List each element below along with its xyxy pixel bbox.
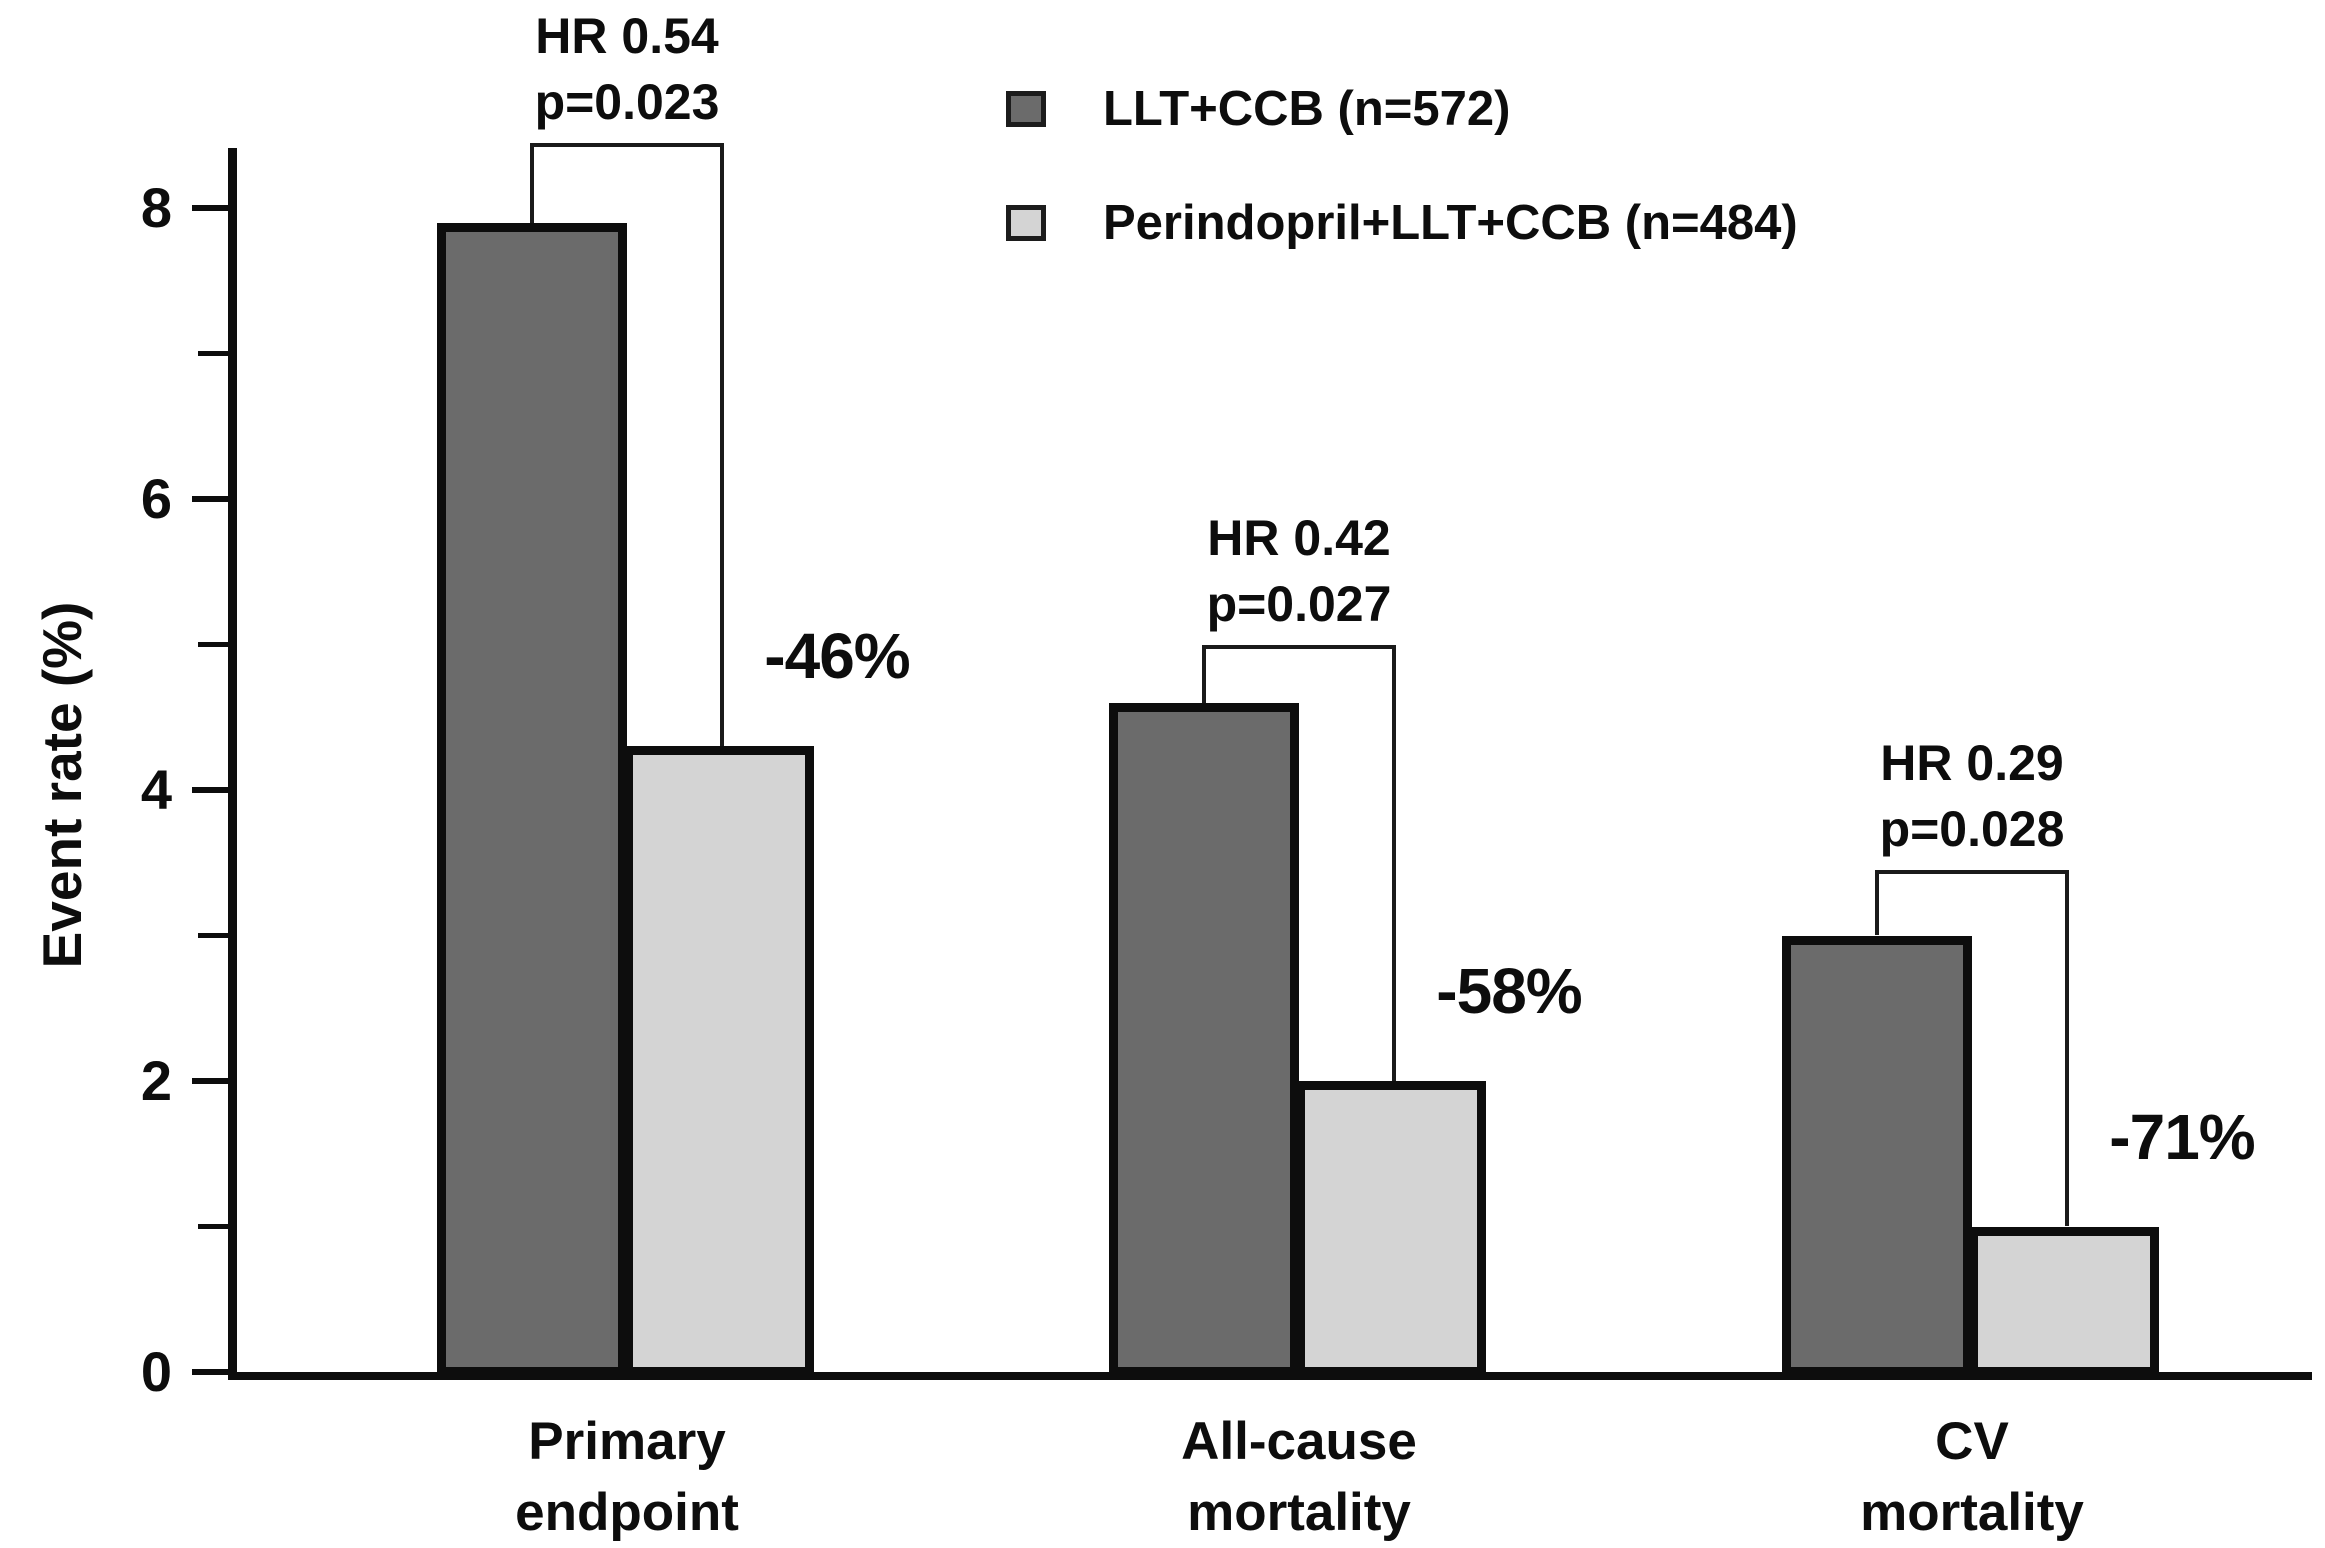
- y-minor-tick: [198, 641, 228, 647]
- bar-llt-ccb-n-572-: [1109, 702, 1299, 1376]
- category-label: All-cause mortality: [1181, 1412, 1417, 1542]
- x-axis-line: [228, 1372, 2312, 1380]
- y-major-tick: [192, 205, 228, 211]
- y-major-tick: [192, 1078, 228, 1084]
- legend-item: Perindopril+LLT+CCB (n=484): [1006, 192, 1798, 254]
- comparison-bracket-top: [1202, 644, 1396, 649]
- y-tick-label: 0: [140, 1340, 172, 1403]
- y-tick-label: 4: [140, 758, 172, 821]
- y-minor-tick: [198, 350, 228, 356]
- y-tick-label: 2: [140, 1049, 172, 1112]
- y-major-tick: [192, 496, 228, 502]
- bar-perindopril-llt-ccb-n-484-: [624, 746, 814, 1376]
- comparison-bracket-right: [720, 142, 724, 747]
- hr-p-value-label: HR 0.42 p=0.027: [1206, 509, 1392, 632]
- comparison-bracket-left: [1202, 644, 1206, 703]
- y-major-tick: [192, 787, 228, 793]
- comparison-bracket-left: [1875, 870, 1879, 936]
- bar-llt-ccb-n-572-: [437, 222, 627, 1376]
- y-major-tick: [192, 1369, 228, 1375]
- bar-perindopril-llt-ccb-n-484-: [1969, 1226, 2159, 1376]
- reduction-label: -58%: [1436, 955, 1582, 1027]
- comparison-bracket-right: [2065, 870, 2069, 1227]
- comparison-bracket-left: [530, 142, 534, 223]
- reduction-label: -71%: [2109, 1100, 2255, 1173]
- comparison-bracket-top: [530, 142, 724, 147]
- y-minor-tick: [198, 932, 228, 938]
- y-tick-label: 8: [140, 176, 172, 239]
- legend-swatch: [1006, 205, 1046, 241]
- category-label: CV mortality: [1860, 1412, 2084, 1542]
- category-label: Primary endpoint: [515, 1412, 739, 1542]
- comparison-bracket-right: [1392, 644, 1396, 1081]
- y-tick-label: 6: [140, 467, 172, 530]
- y-minor-tick: [198, 1223, 228, 1229]
- legend-label: Perindopril+LLT+CCB (n=484): [1103, 196, 1798, 250]
- hr-p-value-label: HR 0.29 p=0.028: [1879, 735, 2065, 858]
- y-axis-line: [228, 148, 237, 1380]
- bar-perindopril-llt-ccb-n-484-: [1296, 1081, 1486, 1376]
- bar-llt-ccb-n-572-: [1782, 935, 1972, 1376]
- legend-item: LLT+CCB (n=572): [1006, 78, 1510, 140]
- hr-p-value-label: HR 0.54 p=0.023: [534, 7, 720, 130]
- comparison-bracket-top: [1875, 870, 2069, 875]
- legend-swatch: [1006, 91, 1046, 127]
- legend-label: LLT+CCB (n=572): [1103, 82, 1511, 136]
- reduction-label: -46%: [764, 620, 910, 693]
